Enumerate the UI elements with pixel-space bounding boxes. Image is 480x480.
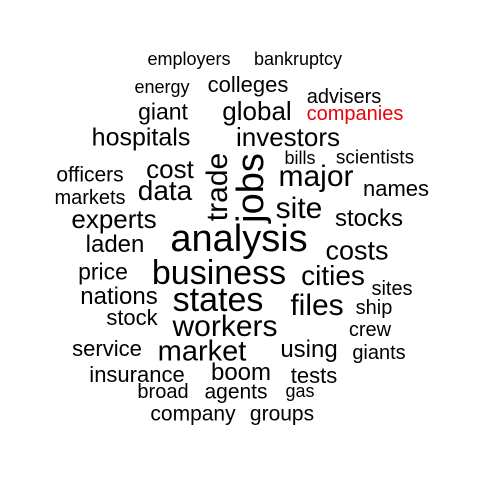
word-data: data: [137, 175, 193, 206]
word-experts: experts: [71, 204, 157, 234]
word-names: names: [362, 176, 430, 201]
word-cities: cities: [301, 260, 365, 291]
word-using: using: [280, 336, 338, 363]
word-costs: costs: [325, 235, 389, 266]
word-bills: bills: [284, 148, 316, 168]
word-states: states: [172, 281, 264, 319]
word-officers: officers: [56, 163, 124, 187]
word-trade: trade: [201, 152, 234, 222]
word-advisers: advisers: [306, 86, 382, 108]
word-companies: companies: [306, 103, 404, 125]
word-nations: nations: [80, 283, 158, 310]
word-analysis: analysis: [170, 218, 308, 260]
word-stocks: stocks: [334, 205, 404, 232]
word-insurance: insurance: [89, 362, 185, 387]
word-broad: broad: [137, 381, 189, 403]
word-gas: gas: [285, 381, 315, 401]
word-hospitals: hospitals: [91, 123, 191, 152]
word-bankruptcy: bankruptcy: [253, 49, 343, 69]
word-workers: workers: [172, 310, 278, 343]
word-tests: tests: [290, 363, 338, 388]
word-jobs: jobs: [230, 153, 272, 223]
word-giants: giants: [352, 342, 406, 364]
word-groups: groups: [249, 402, 315, 426]
word-employers: employers: [147, 49, 231, 69]
word-global: global: [222, 96, 292, 126]
word-major: major: [278, 160, 354, 193]
word-files: files: [290, 289, 344, 322]
word-crew: crew: [348, 319, 392, 341]
word-colleges: colleges: [207, 72, 289, 97]
word-giant: giant: [138, 98, 188, 125]
word-markets: markets: [54, 187, 126, 209]
word-boom: boom: [210, 359, 272, 386]
word-investors: investors: [235, 122, 341, 152]
word-energy: energy: [134, 77, 190, 97]
word-scientists: scientists: [335, 147, 415, 169]
word-market: market: [157, 335, 247, 368]
word-cost: cost: [146, 154, 194, 184]
word-stock: stock: [106, 305, 158, 330]
word-ship: ship: [355, 297, 393, 319]
word-agents: agents: [204, 380, 268, 404]
word-service: service: [72, 336, 142, 361]
word-site: site: [275, 192, 323, 225]
word-price: price: [78, 258, 128, 285]
word-sites: sites: [371, 278, 413, 300]
word-business: business: [151, 254, 287, 292]
word-company: company: [150, 402, 236, 426]
word-laden: laden: [85, 231, 145, 258]
